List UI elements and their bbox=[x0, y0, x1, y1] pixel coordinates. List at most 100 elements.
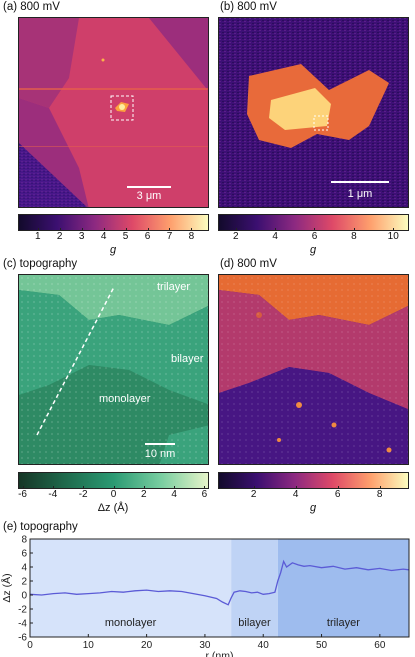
colorbar-c-tick-label: 0 bbox=[110, 489, 117, 500]
colorbar-b-tick-label: 6 bbox=[311, 231, 318, 242]
region-band-trilayer bbox=[277, 539, 409, 637]
panel-a-image: 3 μm bbox=[18, 17, 209, 208]
colorbar-b-tick-label: 10 bbox=[387, 231, 399, 242]
colorbar-b bbox=[218, 214, 409, 231]
region-monolayer-label: monolayer bbox=[99, 393, 151, 405]
colorbar-d bbox=[218, 472, 409, 489]
region-label-trilayer: trilayer bbox=[327, 617, 360, 629]
x-axis-label: r (nm) bbox=[206, 650, 234, 657]
colorbar-c-label: Δz (Å) bbox=[97, 502, 129, 514]
x-tick-label: 0 bbox=[27, 640, 33, 651]
region-band-bilayer bbox=[231, 539, 278, 637]
colorbar-a-tick-label: 6 bbox=[144, 231, 151, 242]
x-tick-label: 50 bbox=[316, 640, 328, 651]
region-label-monolayer: monolayer bbox=[105, 617, 157, 629]
colorbar-c-tick-label: 4 bbox=[171, 489, 177, 500]
colorbar-a-tick-label: 4 bbox=[100, 231, 107, 242]
colorbar-c-tickmark bbox=[52, 486, 54, 489]
colorbar-d-tickmark bbox=[379, 486, 381, 489]
colorbar-c-tickmark bbox=[113, 486, 115, 489]
region-label-bilayer: bilayer bbox=[238, 617, 271, 629]
panel-c-label: (c) topography bbox=[3, 258, 78, 270]
colorbar-c-tickmark bbox=[83, 486, 85, 489]
y-tick-label: -4 bbox=[18, 619, 27, 630]
x-tick-label: 60 bbox=[374, 640, 386, 651]
y-tick-label: 2 bbox=[21, 577, 27, 588]
colorbar-d-label: g bbox=[309, 502, 317, 514]
colorbar-a-label: g bbox=[109, 244, 117, 256]
colorbar-d-tickmark bbox=[337, 486, 339, 489]
colorbar-b-tick-label: 2 bbox=[232, 231, 239, 242]
colorbar-a-tick-label: 2 bbox=[56, 231, 63, 242]
panel-b-label: (b) 800 mV bbox=[220, 1, 277, 13]
panel-c-image: trilayer bilayer monolayer 10 nm bbox=[18, 274, 209, 465]
region-bilayer-label: bilayer bbox=[171, 353, 204, 365]
colorbar-c-tick-label: 6 bbox=[201, 489, 208, 500]
x-tick-label: 10 bbox=[83, 640, 95, 651]
y-tick-label: 8 bbox=[21, 535, 27, 546]
panel-d-label: (d) 800 mV bbox=[220, 258, 277, 270]
colorbar-a-tickmark bbox=[147, 228, 149, 231]
colorbar-d-tick-label: 6 bbox=[334, 489, 341, 500]
colorbar-d-tickmark bbox=[295, 486, 297, 489]
colorbar-a-tickmark bbox=[103, 228, 105, 231]
colorbar-a-tickmark bbox=[59, 228, 61, 231]
x-tick-label: 40 bbox=[258, 640, 270, 651]
scalebar-c bbox=[145, 443, 175, 445]
colorbar-d-tick-label: 8 bbox=[376, 489, 383, 500]
panel-b-map bbox=[219, 18, 408, 207]
panel-e-label: (e) topography bbox=[3, 521, 78, 533]
colorbar-a-tick-label: 3 bbox=[78, 231, 85, 242]
colorbar-c-tick-label: -2 bbox=[78, 489, 88, 500]
colorbar-c-tickmark bbox=[22, 486, 24, 489]
y-tick-label: -2 bbox=[18, 605, 27, 616]
colorbar-c-tickmark bbox=[143, 486, 145, 489]
plot-frame bbox=[29, 538, 410, 638]
scalebar-a bbox=[127, 186, 171, 188]
colorbar-a-tickmark bbox=[37, 228, 39, 231]
y-tick-label: -6 bbox=[18, 633, 27, 644]
region-trilayer-label: trilayer bbox=[157, 281, 191, 293]
colorbar-c-tickmark bbox=[174, 486, 176, 489]
profile-line bbox=[29, 559, 410, 606]
colorbar-b-tickmark bbox=[314, 228, 316, 231]
x-tick-label: 20 bbox=[141, 640, 153, 651]
y-tick-label: 0 bbox=[21, 591, 27, 602]
scalebar-c-label: 10 nm bbox=[144, 448, 176, 460]
colorbar-a-tick-label: 5 bbox=[122, 231, 129, 242]
colorbar-c-tick-label: 2 bbox=[141, 489, 147, 500]
y-tick-label: 6 bbox=[21, 549, 27, 560]
y-axis-label: Δz (Å) bbox=[0, 573, 13, 602]
y-tick-label: 4 bbox=[21, 563, 27, 574]
colorbar-a-tickmark bbox=[125, 228, 127, 231]
colorbar-b-tickmark bbox=[353, 228, 355, 231]
colorbar-c-tick-label: -6 bbox=[18, 489, 27, 500]
scalebar-b-label: 1 μm bbox=[347, 188, 373, 200]
colorbar-a-tick-label: 8 bbox=[188, 231, 195, 242]
panel-c-map bbox=[19, 275, 208, 464]
colorbar-b-tickmark bbox=[235, 228, 237, 231]
colorbar-a-tickmark bbox=[169, 228, 171, 231]
colorbar-d-tickmark bbox=[253, 486, 255, 489]
colorbar-b-tickmark bbox=[275, 228, 277, 231]
panel-a-map bbox=[19, 18, 208, 207]
panel-d-map bbox=[219, 275, 408, 464]
colorbar-b-tick-label: 4 bbox=[272, 231, 278, 242]
colorbar-b-tick-label: 8 bbox=[351, 231, 357, 242]
panel-a-label: (a) 800 mV bbox=[3, 1, 60, 13]
colorbar-b-label: g bbox=[309, 244, 317, 256]
colorbar-c-tick-label: -4 bbox=[48, 489, 58, 500]
scalebar-b bbox=[331, 181, 389, 183]
scalebar-a-label: 3 μm bbox=[136, 190, 162, 202]
region-band-monolayer bbox=[30, 539, 232, 637]
x-tick-label: 30 bbox=[199, 640, 211, 651]
colorbar-a-tick-label: 7 bbox=[166, 231, 173, 242]
colorbar-a-tick-label: 1 bbox=[34, 231, 41, 242]
colorbar-b-tickmark bbox=[393, 228, 395, 231]
colorbar-a-tickmark bbox=[191, 228, 193, 231]
panel-b-image: 1 μm bbox=[218, 17, 409, 208]
colorbar-a bbox=[18, 214, 209, 231]
colorbar-c-tickmark bbox=[204, 486, 206, 489]
colorbar-d-tick-label: 2 bbox=[250, 489, 257, 500]
